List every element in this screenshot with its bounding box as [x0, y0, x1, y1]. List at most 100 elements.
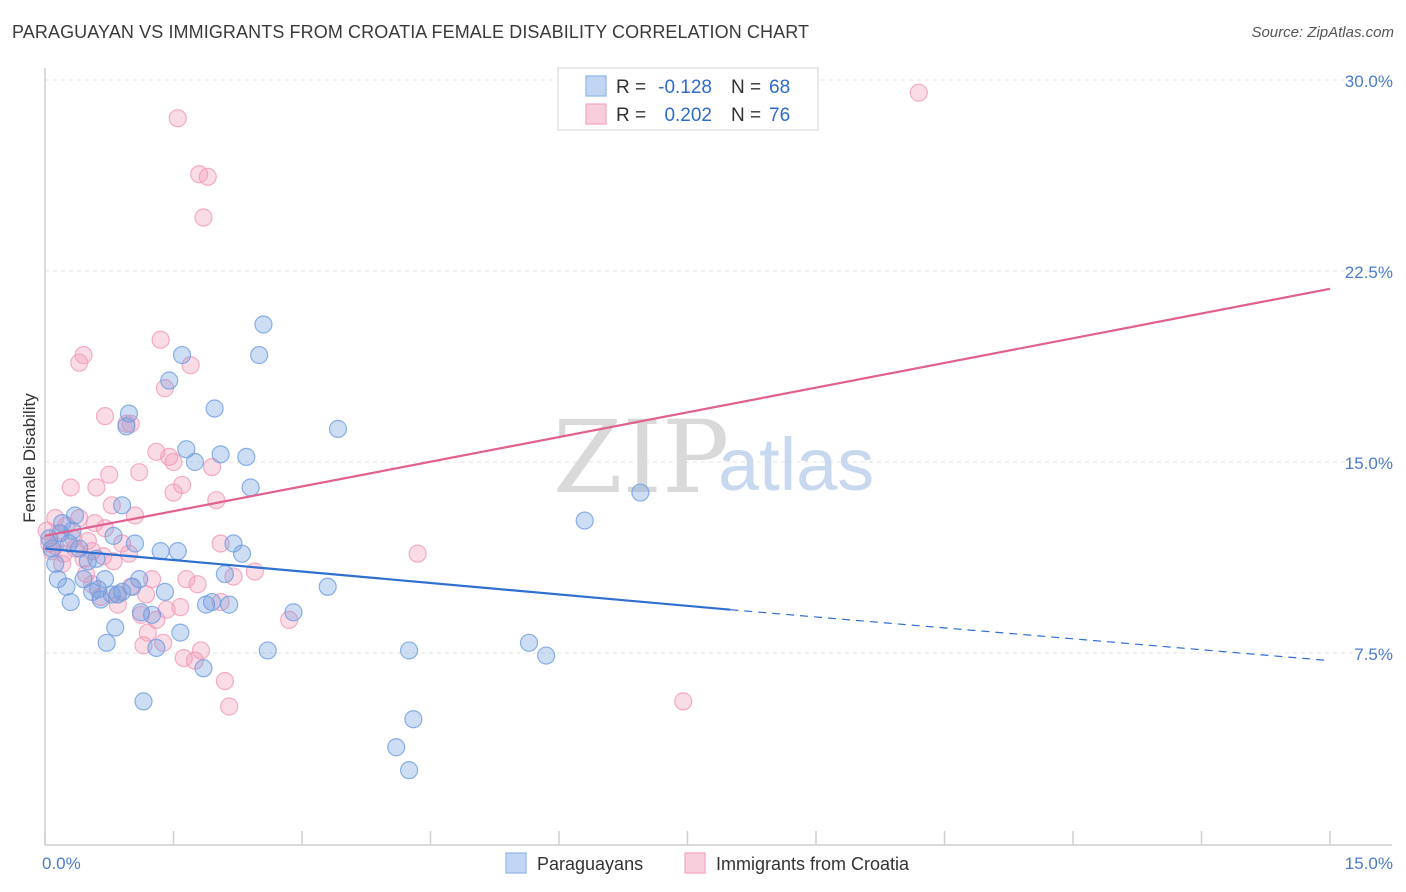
- bottom-legend-swatch: [505, 852, 527, 874]
- croatia-point: [138, 623, 157, 642]
- bottom-legend-swatch: [684, 852, 706, 874]
- y-tick-label: 22.5%: [1345, 263, 1393, 282]
- legend-r-value: -0.128: [658, 77, 712, 98]
- croatia-point: [198, 167, 217, 186]
- paraguayan-point: [95, 570, 115, 589]
- croatia-point: [164, 452, 183, 472]
- paraguayan-point: [387, 738, 406, 757]
- paraguayan-point: [104, 526, 123, 545]
- trend-lines: [44, 287, 1331, 662]
- croatia-trend-line: [44, 287, 1331, 537]
- paraguayan-point: [155, 582, 175, 601]
- croatia-point: [136, 585, 156, 604]
- paraguayan-point: [131, 603, 151, 622]
- croatia-point: [177, 570, 196, 589]
- croatia-point: [194, 208, 213, 227]
- source-label: Source: ZipAtlas.com: [1251, 24, 1394, 41]
- paraguayan-point: [125, 534, 145, 553]
- watermark: ZIP atlas: [553, 399, 874, 516]
- legend-n-value: 76: [769, 105, 790, 126]
- croatia-point: [147, 442, 166, 461]
- croatia-point: [174, 648, 193, 668]
- croatia-point: [674, 692, 693, 711]
- y-tick-label: 7.5%: [1354, 645, 1393, 664]
- paraguayan-point: [202, 592, 222, 612]
- bottom-legend-label: Paraguayans: [537, 854, 643, 874]
- paraguayan-point: [168, 542, 187, 561]
- legend-r-value: 0.202: [664, 105, 712, 126]
- croatia-point: [151, 330, 170, 349]
- croatia-point: [909, 83, 928, 102]
- paraguayan-point: [57, 577, 76, 596]
- croatia-point: [188, 575, 207, 594]
- paraguayan-point: [250, 345, 269, 365]
- tick-labels: 7.5% 15.0% 22.5% 30.0% 0.0% 15.0%: [42, 72, 1393, 873]
- paraguayan-point: [97, 633, 116, 652]
- paraguayan-point: [185, 452, 205, 472]
- croatia-point: [130, 463, 149, 482]
- paraguayan-point: [134, 692, 153, 711]
- paraguayan-point: [215, 564, 234, 584]
- paraguayan-point: [211, 445, 230, 464]
- paraguayan-point: [254, 315, 273, 334]
- series-croatia-points: [37, 83, 928, 716]
- paraguayan-point: [151, 542, 170, 561]
- croatia-point: [100, 465, 119, 484]
- croatia-point: [95, 407, 115, 426]
- y-tick-label: 15.0%: [1345, 454, 1393, 473]
- legend-r-label: R =: [616, 105, 646, 126]
- croatia-point: [102, 496, 121, 515]
- paraguayan-point: [205, 399, 224, 418]
- paraguayan-point: [194, 659, 213, 678]
- croatia-point: [191, 641, 211, 660]
- legend-n-value: 68: [769, 77, 790, 98]
- paraguayan-point: [328, 419, 348, 438]
- paraguayan-point: [519, 633, 539, 652]
- croatia-point: [220, 697, 239, 716]
- croatia-point: [168, 109, 187, 128]
- paraguayan-point: [177, 440, 196, 459]
- series-paraguayans-points: [40, 315, 650, 780]
- y-axis-label: Female Disability: [20, 393, 39, 523]
- croatia-point: [207, 491, 226, 510]
- paraguayan-point: [404, 710, 423, 729]
- axes: [44, 68, 1392, 846]
- legend-r-label: R =: [616, 77, 646, 98]
- paraguayan-point: [220, 595, 239, 614]
- paraguayan-point: [318, 577, 337, 596]
- bottom-legend: Paraguayans Immigrants from Croatia: [505, 852, 910, 874]
- paraguayan-point: [237, 447, 256, 467]
- paraguayan-point: [232, 544, 252, 563]
- y-tick-label: 30.0%: [1345, 72, 1393, 91]
- paraguayan-point: [172, 345, 192, 365]
- paraguayan-point: [631, 483, 650, 502]
- watermark-atlas: atlas: [718, 423, 874, 506]
- croatia-point: [171, 598, 190, 617]
- paraguayan-point: [147, 638, 166, 658]
- paraguayan-point: [160, 371, 179, 390]
- paraguayans-trend-extension: [730, 609, 1331, 662]
- paraguayan-point: [102, 585, 121, 604]
- paraguayan-point: [65, 506, 85, 525]
- x-tick-label: 15.0%: [1345, 854, 1393, 873]
- croatia-point: [211, 534, 230, 553]
- croatia-point: [119, 544, 139, 563]
- croatia-point: [87, 478, 106, 497]
- paraguayan-point: [123, 577, 142, 596]
- paraguayan-point: [399, 641, 419, 660]
- paraguayan-point: [106, 618, 125, 637]
- paraguayan-point: [119, 404, 139, 423]
- paraguayan-point: [46, 554, 65, 573]
- bottom-legend-label: Immigrants from Croatia: [716, 854, 910, 874]
- croatia-point: [245, 562, 264, 581]
- paraguayan-point: [74, 570, 93, 589]
- paraguayan-point: [112, 496, 132, 515]
- paraguayan-point: [130, 570, 149, 589]
- croatia-point: [74, 345, 93, 365]
- paraguayan-point: [142, 605, 162, 624]
- paraguayan-point: [284, 603, 303, 622]
- legend: R = -0.128 N = 68 R = 0.202 N = 76: [557, 67, 819, 131]
- x-tick-label: 0.0%: [42, 854, 81, 873]
- croatia-point: [172, 475, 192, 495]
